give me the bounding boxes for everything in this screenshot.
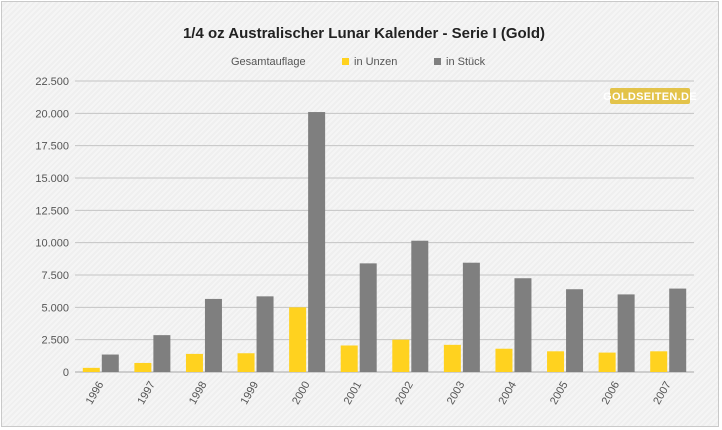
y-tick-label: 2.500 [41, 335, 69, 347]
x-tick-label: 2006 [600, 380, 623, 407]
x-tick-label: 2007 [651, 380, 674, 407]
legend-swatch-in-stueck [434, 58, 441, 65]
bar-in-unzen-2007 [650, 351, 668, 372]
bar-in-stueck-2003 [462, 262, 480, 372]
x-axis-ticks: 1996 1997 1998 1999 2000 2001 2002 2003 2004 2005… [84, 380, 674, 407]
bar-in-stueck-2006 [617, 294, 635, 372]
bar-in-unzen-2000 [289, 307, 307, 372]
y-tick-label: 15.000 [35, 173, 69, 185]
bar-in-stueck-1997 [153, 335, 171, 372]
bar-in-unzen-2006 [598, 352, 616, 372]
bar-in-unzen-2005 [547, 351, 565, 372]
y-tick-label: 5.000 [41, 302, 69, 314]
bar-in-unzen-1997 [134, 362, 152, 372]
x-tick-label: 1997 [135, 380, 158, 407]
chart-title: 1/4 oz Australischer Lunar Kalender - Se… [183, 25, 545, 42]
bar-in-unzen-2003 [443, 344, 461, 372]
x-tick-label: 2000 [290, 380, 313, 407]
x-tick-label: 1999 [239, 380, 262, 407]
x-tick-label: 2005 [548, 380, 571, 407]
y-axis-ticks: 0 2.500 5.000 7.500 10.000 12.500 15.000 17.500… [35, 76, 69, 379]
y-tick-label: 22.500 [35, 76, 69, 88]
legend-label-in-unzen: in Unzen [354, 56, 397, 68]
watermark: GOLDSEITEN.DE [603, 88, 697, 104]
bar-in-stueck-2004 [514, 278, 532, 372]
x-tick-label: 2004 [496, 380, 519, 407]
bar-in-stueck-2007 [669, 288, 687, 372]
x-tick-label: 2002 [393, 380, 416, 407]
bar-in-unzen-1996 [82, 367, 100, 372]
bar-in-stueck-1996 [101, 354, 119, 372]
legend: Gesamtauflage in Unzen in Stück [231, 56, 486, 68]
watermark-box [610, 88, 690, 104]
y-tick-label: 20.000 [35, 108, 69, 120]
x-tick-label: 2003 [445, 380, 468, 407]
bars [82, 112, 687, 372]
bar-in-unzen-2002 [392, 339, 410, 372]
bar-in-unzen-2004 [495, 348, 513, 372]
watermark-text: GOLDSEITEN.DE [603, 91, 697, 103]
y-tick-label: 17.500 [35, 141, 69, 153]
bar-in-unzen-1998 [185, 353, 203, 372]
x-tick-label: 1998 [187, 380, 210, 407]
bar-in-stueck-2002 [411, 240, 429, 372]
bar-in-unzen-2001 [340, 345, 358, 372]
bar-in-stueck-1999 [256, 296, 274, 372]
x-tick-label: 1996 [84, 380, 107, 407]
bar-in-stueck-1998 [204, 298, 222, 372]
bar-in-unzen-1999 [237, 353, 255, 372]
legend-title: Gesamtauflage [231, 56, 306, 68]
legend-swatch-in-unzen [342, 58, 349, 65]
x-tick-label: 2001 [342, 380, 365, 407]
bar-in-stueck-2000 [308, 112, 326, 372]
y-tick-label: 7.500 [41, 270, 69, 282]
y-tick-label: 12.500 [35, 205, 69, 217]
bar-in-stueck-2001 [359, 263, 377, 372]
gridlines [75, 80, 694, 373]
y-tick-label: 0 [63, 367, 69, 379]
y-tick-label: 10.000 [35, 238, 69, 250]
bar-in-stueck-2005 [566, 289, 584, 372]
legend-label-in-stueck: in Stück [446, 56, 486, 68]
